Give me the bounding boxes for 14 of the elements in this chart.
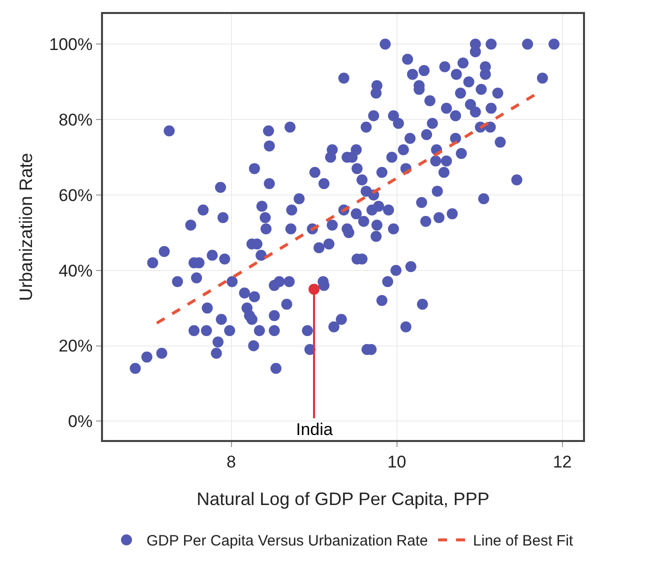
legend-label: Line of Best Fit (473, 532, 574, 550)
y-tick-label: 80% (58, 110, 93, 130)
x-tick-label: 12 (552, 452, 572, 472)
x-tick-label: 10 (387, 452, 406, 472)
y-tick-label: 60% (58, 186, 93, 205)
legend-label: GDP Per Capita Versus Urbanization Rate (146, 532, 428, 550)
x-axis-title: Natural Log of GDP Per Capita, PPP (196, 489, 490, 509)
y-tick-label: 40% (58, 261, 93, 280)
annotation: India (296, 420, 334, 439)
y-tick-label: 0% (68, 412, 93, 432)
y-axis-title: Urbanizatiion Rate (16, 152, 36, 302)
y-tick-label: 100% (49, 35, 93, 54)
y-tick-label: 20% (58, 336, 93, 356)
x-tick-label: 8 (226, 452, 236, 472)
